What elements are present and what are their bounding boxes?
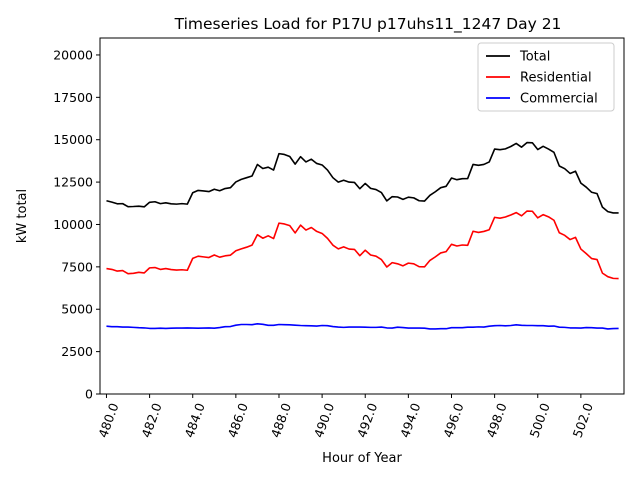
- y-tick-label: 12500: [53, 175, 93, 190]
- plot-area-frame: [99, 37, 625, 395]
- x-tick-label: 484.0: [181, 401, 207, 440]
- chart-title: Timeseries Load for P17U p17uhs11_1247 D…: [174, 15, 562, 34]
- y-tick-label: 0: [85, 387, 93, 402]
- legend-label: Commercial: [520, 92, 598, 107]
- x-axis: 480.0 482.0 484.0 486.0 488.0 490.0 492.0 494.0…: [95, 394, 596, 440]
- series-line-residential: [106, 210, 619, 280]
- x-tick-label: 480.0: [95, 401, 121, 440]
- x-tick-label: 492.0: [354, 401, 380, 440]
- legend-label: Total: [519, 50, 550, 65]
- y-tick-label: 10000: [53, 217, 93, 232]
- x-axis-title: Hour of Year: [322, 451, 402, 466]
- x-tick-label: 494.0: [397, 401, 423, 440]
- legend-box: [477, 42, 615, 112]
- y-tick-label: 20000: [53, 47, 93, 62]
- x-tick-label: 490.0: [311, 401, 337, 440]
- y-axis: 0 2500 5000 7500 10000 12500 15000 17500 20000: [53, 47, 100, 402]
- y-tick-label: 5000: [61, 302, 93, 317]
- y-tick-label: 7500: [61, 259, 93, 274]
- legend-label: Residential: [520, 71, 592, 86]
- y-tick-label: 17500: [53, 90, 93, 105]
- y-axis-title: kW total: [15, 189, 30, 243]
- series-line-total: [106, 141, 619, 214]
- y-tick-label: 15000: [53, 132, 93, 147]
- x-tick-label: 502.0: [570, 401, 596, 440]
- x-tick-label: 488.0: [268, 401, 294, 440]
- x-tick-label: 500.0: [526, 401, 552, 440]
- x-tick-label: 496.0: [440, 401, 466, 440]
- legend: Total Residential Commercial: [477, 42, 615, 112]
- series-line-commercial: [106, 323, 619, 330]
- x-tick-label: 486.0: [225, 401, 251, 440]
- y-tick-label: 2500: [61, 344, 93, 359]
- x-tick-label: 498.0: [483, 401, 509, 440]
- x-tick-label: 482.0: [138, 401, 164, 440]
